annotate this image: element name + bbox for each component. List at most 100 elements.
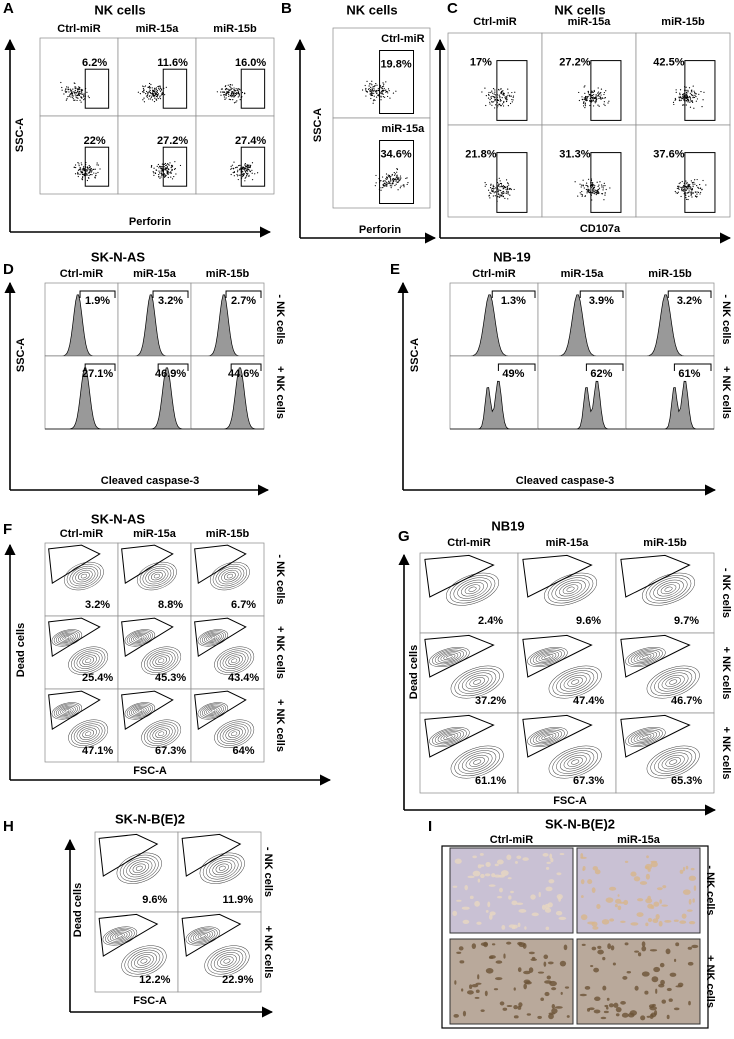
event-dot [396, 168, 398, 170]
event-dot [584, 96, 586, 98]
contour [630, 729, 660, 745]
event-dot [489, 187, 492, 189]
cell-blob [511, 900, 518, 906]
cell-blob [542, 853, 549, 857]
cell-blob [662, 885, 667, 889]
event-dot [497, 99, 500, 102]
event-dot [597, 185, 599, 188]
event-dot [237, 96, 239, 98]
event-dot [81, 96, 83, 98]
contour [639, 653, 652, 661]
event-dot [246, 164, 248, 166]
event-dot [598, 188, 600, 191]
event-dot [72, 95, 74, 97]
event-dot [507, 191, 509, 194]
column-header: Ctrl-miR [472, 268, 515, 280]
event-dot [484, 185, 486, 187]
contour [432, 728, 467, 746]
y-axis-label: SSC-A [15, 338, 27, 372]
cell-blob [495, 960, 503, 964]
event-dot [492, 184, 494, 186]
event-dot [694, 92, 696, 94]
panel-letter: B [281, 0, 292, 17]
event-dot [149, 86, 151, 89]
event-dot [251, 179, 254, 181]
cell-blob [489, 911, 496, 916]
event-dot [244, 162, 246, 165]
event-dot [220, 94, 222, 96]
row-label: + NK cells [274, 699, 286, 752]
cell-blob [452, 910, 458, 917]
cell-blob [484, 990, 488, 997]
event-dot [687, 188, 689, 190]
contour [429, 647, 470, 667]
contour [204, 632, 222, 643]
event-dot [597, 92, 599, 94]
cell-blob [601, 919, 610, 925]
event-dot [88, 169, 90, 171]
event-dot [381, 87, 383, 89]
event-dot [69, 88, 71, 90]
event-dot [390, 175, 392, 178]
event-dot [688, 185, 690, 187]
event-dot [79, 88, 81, 90]
contour [85, 731, 92, 736]
event-dot [500, 185, 502, 188]
event-dot [495, 187, 497, 189]
event-dot [231, 87, 233, 90]
contour [440, 732, 459, 742]
cell-blob [474, 996, 480, 999]
contour [646, 745, 700, 779]
event-dot [705, 184, 707, 186]
plot-cell [517, 712, 617, 794]
cell-blob [645, 866, 649, 869]
plot-cell [190, 615, 265, 690]
event-dot [236, 166, 238, 168]
event-dot [598, 105, 600, 107]
event-dot [72, 98, 74, 100]
plot-frame [447, 124, 543, 218]
cell-blob [453, 1014, 459, 1018]
event-dot [73, 91, 75, 93]
cell-blob [606, 997, 610, 1001]
gate [620, 714, 691, 758]
cell-blob [493, 988, 499, 991]
event-dot [601, 186, 603, 188]
cell-blob [665, 948, 671, 955]
event-dot [231, 164, 234, 166]
plot-frame [615, 632, 715, 714]
event-dot [370, 88, 372, 91]
event-dot [396, 178, 398, 180]
event-dot [161, 167, 163, 169]
event-dot [99, 168, 101, 170]
event-dot [164, 162, 167, 165]
event-dot [236, 173, 238, 176]
cell-blob [466, 990, 474, 995]
event-dot [87, 172, 89, 174]
event-dot [686, 94, 688, 97]
plot-cell: 42.5% [635, 32, 731, 126]
plot-cell [576, 938, 701, 1025]
cell-blob [518, 1002, 523, 1008]
event-dot [75, 87, 77, 89]
event-dot [159, 90, 162, 92]
event-dot [148, 82, 151, 85]
event-dot [507, 193, 509, 195]
event-dot [593, 190, 595, 192]
event-dot [151, 95, 153, 97]
event-dot [233, 96, 235, 98]
event-dot [157, 94, 159, 97]
event-dot [582, 105, 585, 107]
row-label: - NK cells [720, 294, 732, 344]
event-dot [691, 196, 693, 198]
event-dot [380, 99, 382, 101]
image-frame [441, 845, 709, 1029]
plot-cell: 27.4% [195, 115, 275, 195]
contour [137, 636, 143, 640]
cell-blob [563, 944, 568, 951]
cell-blob [537, 971, 545, 974]
event-dot [484, 87, 486, 89]
event-dot [91, 174, 93, 176]
event-dot [82, 168, 84, 170]
row-label: + NK cells [720, 647, 732, 700]
